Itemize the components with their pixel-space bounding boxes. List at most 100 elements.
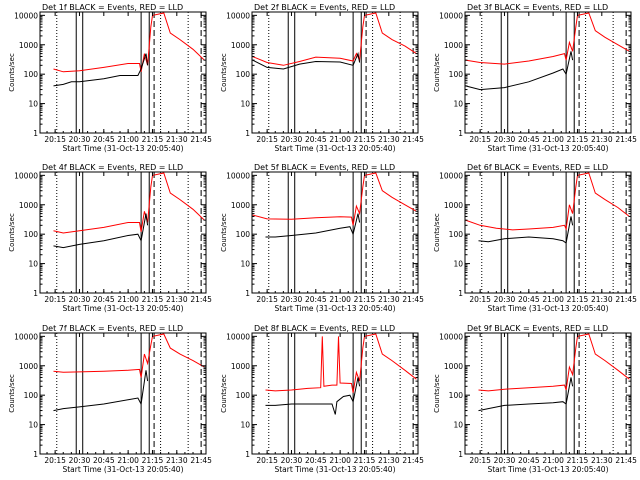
panel-title: Det 3f BLACK = Events, RED = LLD <box>467 3 608 12</box>
y-axis-label: Counts/sec <box>433 374 441 413</box>
lld-series-line <box>265 333 417 393</box>
events-series-line <box>53 213 149 249</box>
y-tick-label: 10 <box>240 260 250 269</box>
x-tick-label: 21:45 <box>190 295 212 304</box>
x-tick-label: 21:30 <box>166 295 188 304</box>
x-axis-label: Start Time (31-Oct-13 20:05:40) <box>487 144 608 153</box>
y-tick-label: 1 <box>33 450 38 459</box>
x-tick-label: 21:00 <box>542 295 564 304</box>
y-tick-label: 100 <box>24 230 39 239</box>
x-tick-label: 21:45 <box>615 295 637 304</box>
y-tick-label: 100 <box>236 70 251 79</box>
x-tick-label: 20:15 <box>469 456 491 465</box>
y-axis-label: Counts/sec <box>220 374 228 413</box>
y-tick-label: 10 <box>28 421 38 430</box>
y-tick-label: 100 <box>449 391 464 400</box>
y-tick-label: 1000 <box>444 41 463 50</box>
detector-panel-6: 1 10 100 1000 10000 20:15 20:30 20:45 21:00 21:15… <box>433 163 637 313</box>
events-series-line <box>265 377 361 415</box>
y-tick-label: 100 <box>236 230 251 239</box>
x-tick-label: 20:30 <box>494 456 516 465</box>
x-axis-label: Start Time (31-Oct-13 20:05:40) <box>62 144 183 153</box>
y-tick-label: 10 <box>240 100 250 109</box>
y-tick-label: 1 <box>458 129 463 138</box>
x-tick-label: 21:00 <box>117 456 139 465</box>
x-tick-label: 21:00 <box>117 295 139 304</box>
y-tick-label: 10000 <box>14 332 38 341</box>
y-tick-label: 1000 <box>444 201 463 210</box>
y-tick-label: 10000 <box>14 171 38 180</box>
lld-series-line <box>478 333 630 392</box>
y-tick-label: 10 <box>453 100 463 109</box>
y-tick-label: 1000 <box>19 201 38 210</box>
y-tick-label: 1000 <box>231 201 250 210</box>
x-tick-label: 20:45 <box>93 135 115 144</box>
y-tick-label: 10000 <box>14 11 38 20</box>
x-tick-label: 20:15 <box>256 295 278 304</box>
lld-series-line <box>252 172 417 226</box>
y-tick-label: 100 <box>24 391 39 400</box>
x-tick-label: 21:45 <box>615 456 637 465</box>
y-tick-label: 10 <box>28 260 38 269</box>
x-tick-label: 21:00 <box>329 456 351 465</box>
x-tick-label: 20:45 <box>518 135 540 144</box>
x-tick-label: 21:15 <box>354 135 376 144</box>
x-tick-label: 21:15 <box>142 135 164 144</box>
y-tick-label: 10000 <box>226 171 250 180</box>
y-tick-label: 100 <box>449 230 464 239</box>
x-tick-label: 21:30 <box>591 456 613 465</box>
x-tick-label: 21:00 <box>329 135 351 144</box>
y-tick-label: 1000 <box>231 362 250 371</box>
y-tick-label: 100 <box>449 70 464 79</box>
plot-frame <box>464 332 632 455</box>
x-tick-label: 21:30 <box>378 135 400 144</box>
events-series-line <box>478 216 574 244</box>
x-tick-label: 21:45 <box>615 135 637 144</box>
events-series-line <box>478 377 574 412</box>
x-tick-label: 21:15 <box>567 456 589 465</box>
lld-series-line <box>53 12 205 73</box>
plot-frame <box>251 11 419 134</box>
y-tick-label: 10000 <box>439 11 463 20</box>
detector-panel-1: 1 10 100 1000 10000 20:15 20:30 20:45 21:00 21:15… <box>8 3 212 153</box>
plot-frame <box>39 332 207 455</box>
y-axis-label: Counts/sec <box>220 213 228 252</box>
y-tick-label: 1 <box>458 289 463 298</box>
detector-panel-3: 1 10 100 1000 10000 20:15 20:30 20:45 21:00 21:15… <box>433 3 637 153</box>
panel-title: Det 9f BLACK = Events, RED = LLD <box>467 324 608 333</box>
x-tick-label: 21:00 <box>542 135 564 144</box>
x-tick-label: 20:45 <box>93 295 115 304</box>
y-axis-label: Counts/sec <box>220 53 228 92</box>
x-tick-label: 20:30 <box>494 295 516 304</box>
lld-series-line <box>53 333 205 378</box>
x-tick-label: 20:45 <box>518 456 540 465</box>
x-axis-label: Start Time (31-Oct-13 20:05:40) <box>62 304 183 313</box>
plot-area <box>465 172 630 293</box>
x-tick-label: 21:30 <box>591 135 613 144</box>
events-series-line <box>265 213 361 238</box>
x-tick-label: 20:30 <box>281 456 303 465</box>
y-tick-label: 1 <box>33 129 38 138</box>
y-tick-label: 10 <box>453 421 463 430</box>
x-tick-label: 21:15 <box>567 295 589 304</box>
x-tick-label: 20:30 <box>69 135 91 144</box>
x-tick-label: 21:30 <box>591 295 613 304</box>
x-tick-label: 21:45 <box>402 295 424 304</box>
x-tick-label: 20:15 <box>469 135 491 144</box>
plot-area <box>53 172 205 293</box>
panel-title: Det 8f BLACK = Events, RED = LLD <box>254 324 395 333</box>
x-tick-label: 20:15 <box>256 135 278 144</box>
y-tick-label: 10 <box>28 100 38 109</box>
x-tick-label: 20:15 <box>44 135 66 144</box>
plot-area <box>252 172 417 293</box>
detector-panel-7: 1 10 100 1000 10000 20:15 20:30 20:45 21:00 21:15… <box>8 324 212 474</box>
x-tick-label: 20:45 <box>305 135 327 144</box>
panel-title: Det 4f BLACK = Events, RED = LLD <box>42 163 183 172</box>
plot-area <box>53 333 205 454</box>
x-tick-label: 21:45 <box>402 456 424 465</box>
panel-title: Det 2f BLACK = Events, RED = LLD <box>254 3 395 12</box>
y-tick-label: 1000 <box>231 41 250 50</box>
x-axis-label: Start Time (31-Oct-13 20:05:40) <box>274 144 395 153</box>
x-tick-label: 21:00 <box>117 135 139 144</box>
